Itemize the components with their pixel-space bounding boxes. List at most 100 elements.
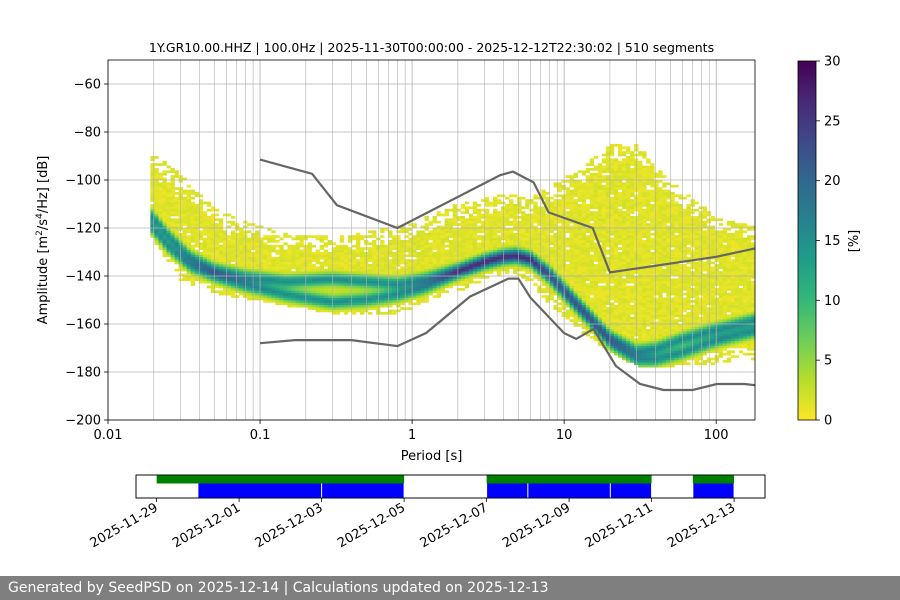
heatmap-cell [235, 276, 240, 279]
heatmap-cell [464, 211, 470, 214]
heatmap-cell [597, 230, 603, 234]
heatmap-cell [343, 312, 349, 315]
heatmap-cell [493, 240, 498, 243]
heatmap-cell [452, 276, 458, 279]
heatmap-cell [642, 350, 647, 354]
heatmap-cell [396, 254, 401, 258]
heatmap-cell [400, 295, 405, 298]
heatmap-cell [368, 252, 373, 255]
heatmap-cell [440, 235, 445, 238]
heatmap-cell [621, 326, 627, 330]
heatmap-cell [517, 264, 522, 267]
heatmap-cell [368, 283, 373, 286]
heatmap-cell [307, 297, 312, 301]
heatmap-cell [577, 290, 582, 294]
heatmap-cell [448, 254, 453, 258]
heatmap-cell [206, 216, 212, 219]
heatmap-cell [331, 290, 337, 294]
heatmap-cell [343, 295, 349, 298]
heatmap-cell [621, 223, 627, 226]
heatmap-cell [372, 261, 377, 265]
heatmap-cell [263, 300, 268, 303]
heatmap-cell [581, 285, 587, 289]
heatmap-cell [456, 268, 462, 272]
heatmap-cell [517, 228, 522, 231]
heatmap-cell [597, 194, 603, 198]
heatmap-cell [617, 175, 623, 178]
heatmap-cell [170, 252, 175, 255]
heatmap-cell [601, 336, 607, 339]
heatmap-cell [420, 290, 425, 294]
heatmap-cell [493, 252, 498, 255]
heatmap-cell [335, 283, 341, 286]
heatmap-cell [541, 280, 546, 284]
heatmap-cell [573, 276, 578, 279]
heatmap-cell [400, 290, 405, 294]
heatmap-cell [222, 254, 228, 258]
heatmap-cell [271, 259, 276, 262]
heatmap-cell [541, 278, 546, 282]
heatmap-cell [214, 261, 220, 265]
heatmap-cell [513, 254, 518, 258]
heatmap-cell [621, 220, 627, 224]
heatmap-cell [617, 220, 623, 224]
heatmap-cell [549, 285, 554, 289]
heatmap-cell [460, 261, 466, 265]
heatmap-cell [271, 297, 276, 301]
heatmap-cell [420, 297, 425, 301]
heatmap-cell [597, 321, 603, 325]
heatmap-cell [488, 220, 494, 224]
heatmap-cell [621, 184, 627, 188]
heatmap-cell [585, 175, 591, 178]
heatmap-cell [577, 208, 582, 212]
heatmap-cell [368, 285, 373, 289]
heatmap-cell [573, 252, 578, 255]
heatmap-cell [646, 331, 651, 334]
heatmap-cell [561, 302, 566, 306]
heatmap-cell [642, 175, 647, 178]
heatmap-cell [589, 319, 595, 322]
heatmap-cell [613, 240, 619, 243]
heatmap-cell [646, 300, 651, 303]
heatmap-cell [343, 302, 349, 306]
heatmap-cell [609, 273, 615, 277]
heatmap-cell [565, 290, 570, 294]
heatmap-cell [271, 278, 276, 282]
heatmap-cell [597, 266, 603, 270]
heatmap-cell [621, 249, 627, 253]
heatmap-cell [359, 312, 365, 315]
heatmap-cell [267, 256, 272, 260]
heatmap-cell [557, 261, 562, 265]
heatmap-cell [283, 280, 288, 284]
heatmap-cell [355, 304, 361, 308]
heatmap-cell [231, 280, 236, 284]
heatmap-cell [359, 266, 365, 270]
heatmap-cell [384, 292, 389, 296]
heatmap-cell [271, 280, 276, 284]
heatmap-cell [339, 259, 345, 262]
heatmap-cell [299, 254, 304, 258]
heatmap-cell [561, 314, 566, 318]
heatmap-cell [255, 244, 260, 248]
heatmap-cell [174, 247, 179, 250]
heatmap-cell [259, 264, 264, 267]
heatmap-cell [198, 264, 204, 267]
heatmap-cell [287, 276, 292, 279]
heatmap-cell [626, 307, 631, 310]
heatmap-cell [634, 160, 639, 164]
heatmap-cell [501, 194, 506, 198]
heatmap-cell [355, 300, 361, 303]
heatmap-cell [186, 213, 191, 217]
heatmap-cell [577, 204, 582, 207]
heatmap-cell [279, 271, 284, 274]
heatmap-cell [484, 266, 490, 270]
heatmap-cell [654, 285, 659, 289]
heatmap-cell [553, 216, 558, 219]
heatmap-cell [561, 247, 566, 250]
heatmap-cell [287, 252, 292, 255]
heatmap-cell [307, 235, 312, 238]
heatmap-cell [190, 220, 196, 224]
heatmap-cell [198, 211, 204, 214]
heatmap-cell [634, 249, 639, 253]
heatmap-cell [335, 254, 341, 258]
